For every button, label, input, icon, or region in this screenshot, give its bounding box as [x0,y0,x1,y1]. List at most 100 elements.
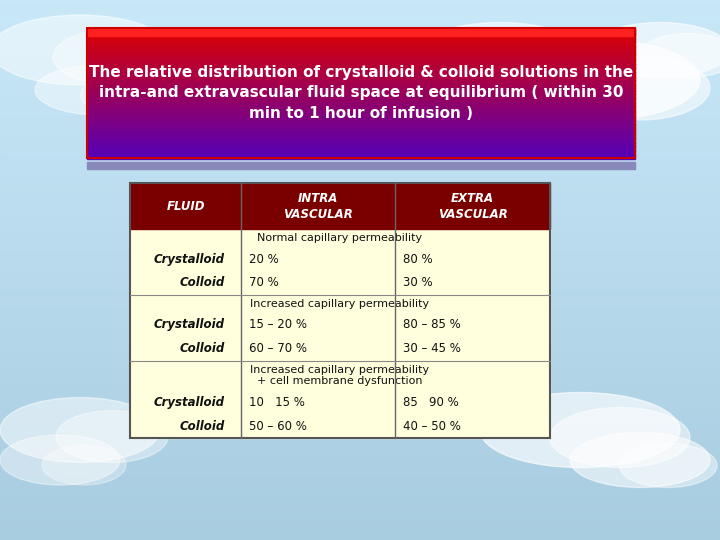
Bar [0,530,720,536]
Text: Increased capillary permeability: Increased capillary permeability [251,299,430,309]
Bar [87,44,635,46]
Bar [0,400,720,405]
Ellipse shape [500,40,700,120]
Bar [0,296,720,301]
Bar [0,134,720,139]
Bar [0,260,720,266]
Ellipse shape [415,23,585,87]
Bar [0,476,720,482]
Bar [0,107,720,112]
Bar [0,485,720,490]
Text: intra-and extravascular fluid space at equilibrium ( within 30: intra-and extravascular fluid space at e… [99,85,624,100]
Bar [87,153,635,156]
Bar [87,140,635,143]
Ellipse shape [0,435,120,485]
Bar [0,206,720,212]
Bar [87,134,635,138]
Text: FLUID: FLUID [166,199,205,213]
Bar [0,306,720,310]
Bar [0,252,720,256]
Bar [87,117,635,119]
Bar [0,220,720,225]
Bar [87,41,635,44]
Text: 80 – 85 %: 80 – 85 % [403,319,462,332]
Bar [0,121,720,126]
Bar [87,137,635,140]
Bar [87,103,635,106]
Ellipse shape [81,75,171,115]
Bar [0,274,720,279]
Text: 20 %: 20 % [249,253,279,266]
Bar [0,26,720,31]
Bar [87,114,635,117]
Bar [0,526,720,531]
Text: Colloid: Colloid [179,420,225,433]
Bar [0,409,720,414]
Bar [0,279,720,284]
Bar [0,364,720,369]
Bar [0,215,720,220]
Text: 50 – 60 %: 50 – 60 % [249,420,307,433]
Bar [87,96,635,99]
Bar [0,310,720,315]
Bar [0,17,720,23]
Bar [87,93,635,96]
Bar [0,314,720,320]
Bar [87,67,635,70]
Ellipse shape [590,23,720,78]
Ellipse shape [639,33,720,78]
Bar [0,152,720,158]
Bar [0,53,720,58]
Text: 40 – 50 %: 40 – 50 % [403,420,462,433]
Bar [87,98,635,102]
Bar [0,387,720,392]
Bar [87,36,635,39]
Bar [87,119,635,122]
Bar [0,103,720,108]
Text: 60 – 70 %: 60 – 70 % [249,342,307,355]
Bar [87,143,635,145]
Bar [0,449,720,455]
Bar [0,125,720,131]
Text: INTRA
VASCULAR: INTRA VASCULAR [284,192,354,220]
Bar [0,355,720,360]
Bar [87,156,635,159]
Bar [0,431,720,436]
Ellipse shape [550,408,690,468]
Bar [0,368,720,374]
Bar [87,109,635,112]
Bar [87,122,635,125]
Bar [0,436,720,441]
Bar [87,46,635,49]
Text: 85   90 %: 85 90 % [403,396,459,409]
Text: Increased capillary permeability
+ cell membrane dysfunction: Increased capillary permeability + cell … [251,364,430,386]
Bar [0,44,720,50]
Text: EXTRA
VASCULAR: EXTRA VASCULAR [438,192,508,220]
Bar [0,225,720,230]
Bar [87,54,635,57]
Bar [0,112,720,117]
Bar [130,183,550,229]
Bar [0,144,720,149]
Text: Colloid: Colloid [179,276,225,289]
Bar [0,337,720,342]
Bar [0,98,720,104]
Ellipse shape [474,36,593,87]
Bar [87,59,635,62]
Bar [0,202,720,207]
Bar [0,148,720,153]
Ellipse shape [619,443,717,488]
Bar [87,127,635,130]
Bar [0,287,720,293]
Bar [0,13,720,18]
Bar [0,233,720,239]
Bar [0,382,720,387]
Bar [0,391,720,396]
Text: 10   15 %: 10 15 % [249,396,305,409]
Text: The relative distribution of crystalloid & colloid solutions in the: The relative distribution of crystalloid… [89,65,633,80]
Bar [0,117,720,122]
Bar [87,145,635,148]
Bar [87,77,635,80]
Bar [0,40,720,45]
Bar [0,377,720,382]
